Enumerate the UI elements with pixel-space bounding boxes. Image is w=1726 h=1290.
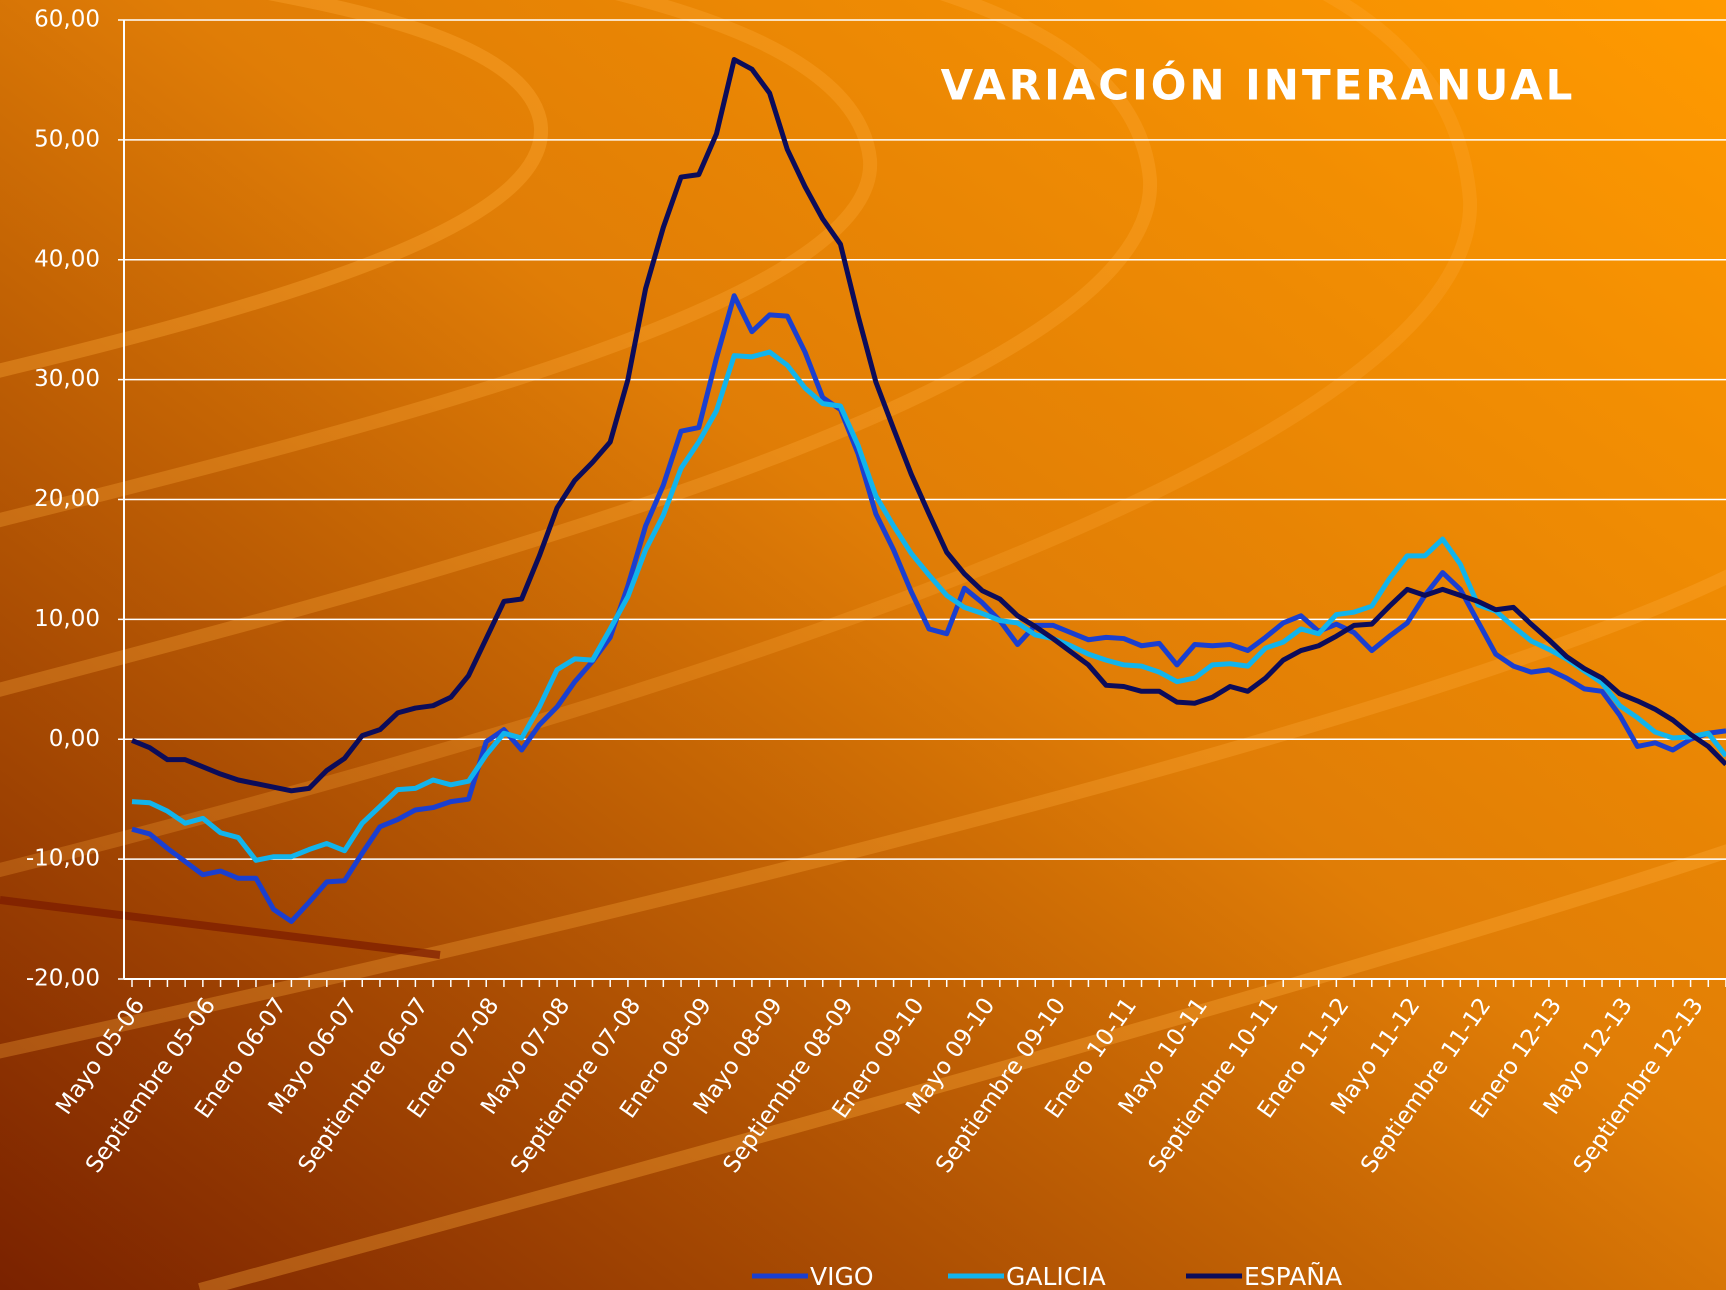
y-tick-label: 20,00: [34, 486, 100, 512]
legend-label: VIGO: [810, 1262, 874, 1290]
y-tick-label: -20,00: [26, 966, 100, 992]
y-tick-label: 10,00: [34, 606, 100, 632]
y-tick-label: 40,00: [34, 246, 100, 272]
legend-label: GALICIA: [1006, 1262, 1106, 1290]
chart-title: VARIACIÓN INTERANUAL: [941, 60, 1576, 110]
y-tick-label: 60,00: [34, 7, 100, 33]
y-tick-label: 0,00: [49, 726, 100, 752]
y-tick-label: 30,00: [34, 366, 100, 392]
y-tick-label: 50,00: [34, 126, 100, 152]
chart: VARIACIÓN INTERANUAL -20,00 -10,00 0,00 10,…: [0, 0, 1726, 1290]
legend-label: ESPAÑA: [1244, 1261, 1342, 1290]
y-tick-label: -10,00: [26, 846, 100, 872]
